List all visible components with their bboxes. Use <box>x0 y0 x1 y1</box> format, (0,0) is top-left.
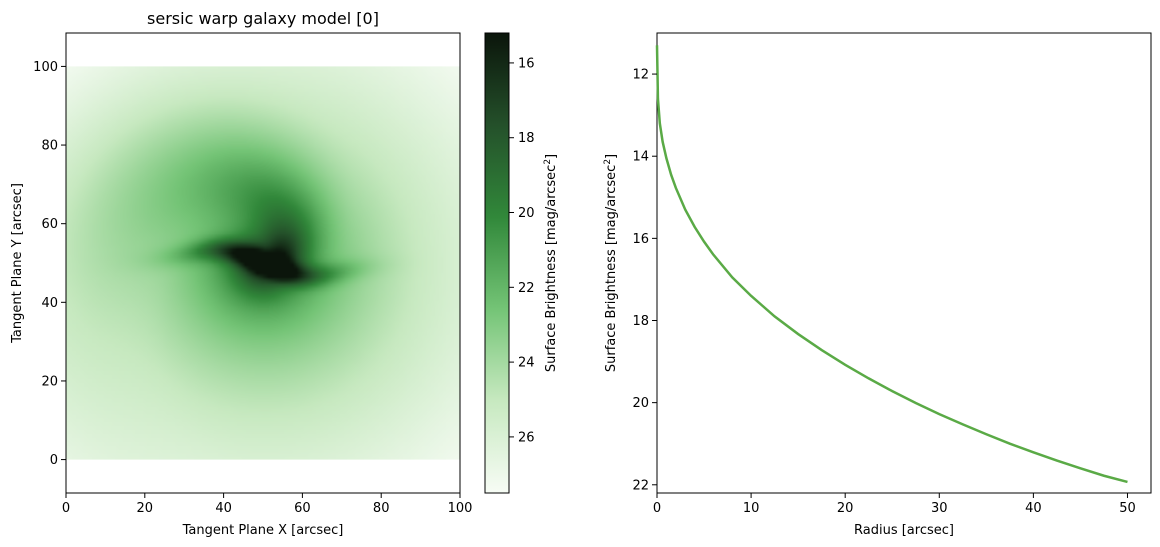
profile-x-tick-label: 0 <box>653 501 661 516</box>
heatmap-x-tick-label: 60 <box>294 501 311 516</box>
colorbar-tick-label: 22 <box>518 281 535 296</box>
heatmap-y-tick-label: 40 <box>41 296 58 311</box>
profile-x-tick-label: 40 <box>1025 501 1042 516</box>
colorbar-tick-label: 26 <box>518 430 535 445</box>
colorbar-frame <box>484 32 510 494</box>
profile-x-label: Radius [arcsec] <box>854 523 954 538</box>
heatmap-axes-frame <box>65 32 461 494</box>
profile-y-tick-label: 22 <box>632 478 649 493</box>
heatmap-y-tick-label: 80 <box>41 139 58 154</box>
profile-y-label-end: ] <box>604 154 619 159</box>
profile-y-label-text: Surface Brightness [mag/arcsec <box>604 165 619 372</box>
heatmap-y-ticks: 0 20 40 60 80 100 <box>33 60 66 468</box>
heatmap-y-tick-label: 100 <box>33 60 58 75</box>
profile-y-ticks: 12 14 16 18 20 22 <box>632 68 657 493</box>
heatmap-x-tick-label: 40 <box>215 501 232 516</box>
heatmap-x-tick-label: 100 <box>448 501 473 516</box>
heatmap-x-label: Tangent Plane X [arcsec] <box>182 523 344 538</box>
colorbar-ticks: 16 18 20 22 24 26 <box>509 56 535 445</box>
colorbar-tick-label: 24 <box>518 356 535 371</box>
profile-x-tick-label: 20 <box>837 501 854 516</box>
profile-x-tick-label: 10 <box>743 501 760 516</box>
heatmap-x-ticks: 0 20 40 60 80 100 <box>62 493 473 516</box>
profile-y-tick-label: 20 <box>632 396 649 411</box>
profile-x-tick-label: 30 <box>931 501 948 516</box>
heatmap-x-tick-label: 80 <box>373 501 390 516</box>
colorbar-label: Surface Brightness [mag/arcsec2] <box>543 154 559 372</box>
profile-y-tick-label: 16 <box>632 232 649 247</box>
heatmap-title: sersic warp galaxy model [0] <box>147 9 379 28</box>
galaxy-heatmap-image <box>66 66 460 460</box>
heatmap-y-tick-label: 0 <box>50 453 58 468</box>
colorbar-tick-label: 16 <box>518 56 535 71</box>
colorbar-label-sup: 2 <box>543 159 553 165</box>
colorbar-tick-label: 20 <box>518 206 535 221</box>
heatmap-x-tick-label: 20 <box>137 501 154 516</box>
profile-y-tick-label: 14 <box>632 150 649 165</box>
colorbar-tick-label: 18 <box>518 131 535 146</box>
profile-x-ticks: 0 10 20 30 40 50 <box>653 493 1136 516</box>
colorbar-gradient <box>485 33 509 493</box>
profile-x-tick-label: 50 <box>1119 501 1136 516</box>
profile-y-label-sup: 2 <box>603 159 613 165</box>
heatmap-y-tick-label: 20 <box>41 374 58 389</box>
profile-y-tick-label: 18 <box>632 314 649 329</box>
heatmap-y-label: Tangent Plane Y [arcsec] <box>10 183 25 344</box>
heatmap-x-tick-label: 0 <box>62 501 70 516</box>
colorbar: 16 18 20 22 24 26 Surface Brightness [mag/arc… <box>484 32 559 494</box>
profile-y-tick-label: 12 <box>632 68 649 83</box>
heatmap-y-tick-label: 60 <box>41 217 58 232</box>
series-line <box>655 45 1128 484</box>
colorbar-label-text: Surface Brightness [mag/arcsec <box>544 165 559 372</box>
profile-y-label: Surface Brightness [mag/arcsec2] <box>603 154 619 372</box>
colorbar-label-end: ] <box>544 154 559 159</box>
profile-axes-frame <box>656 32 1152 494</box>
profile-panel: 0 10 20 30 40 50 12 14 16 18 20 22 Radius [arcsec]… <box>603 32 1152 538</box>
heatmap-panel: 0 20 40 60 80 100 0 20 40 60 80 100 sersic warp ga… <box>10 9 472 538</box>
